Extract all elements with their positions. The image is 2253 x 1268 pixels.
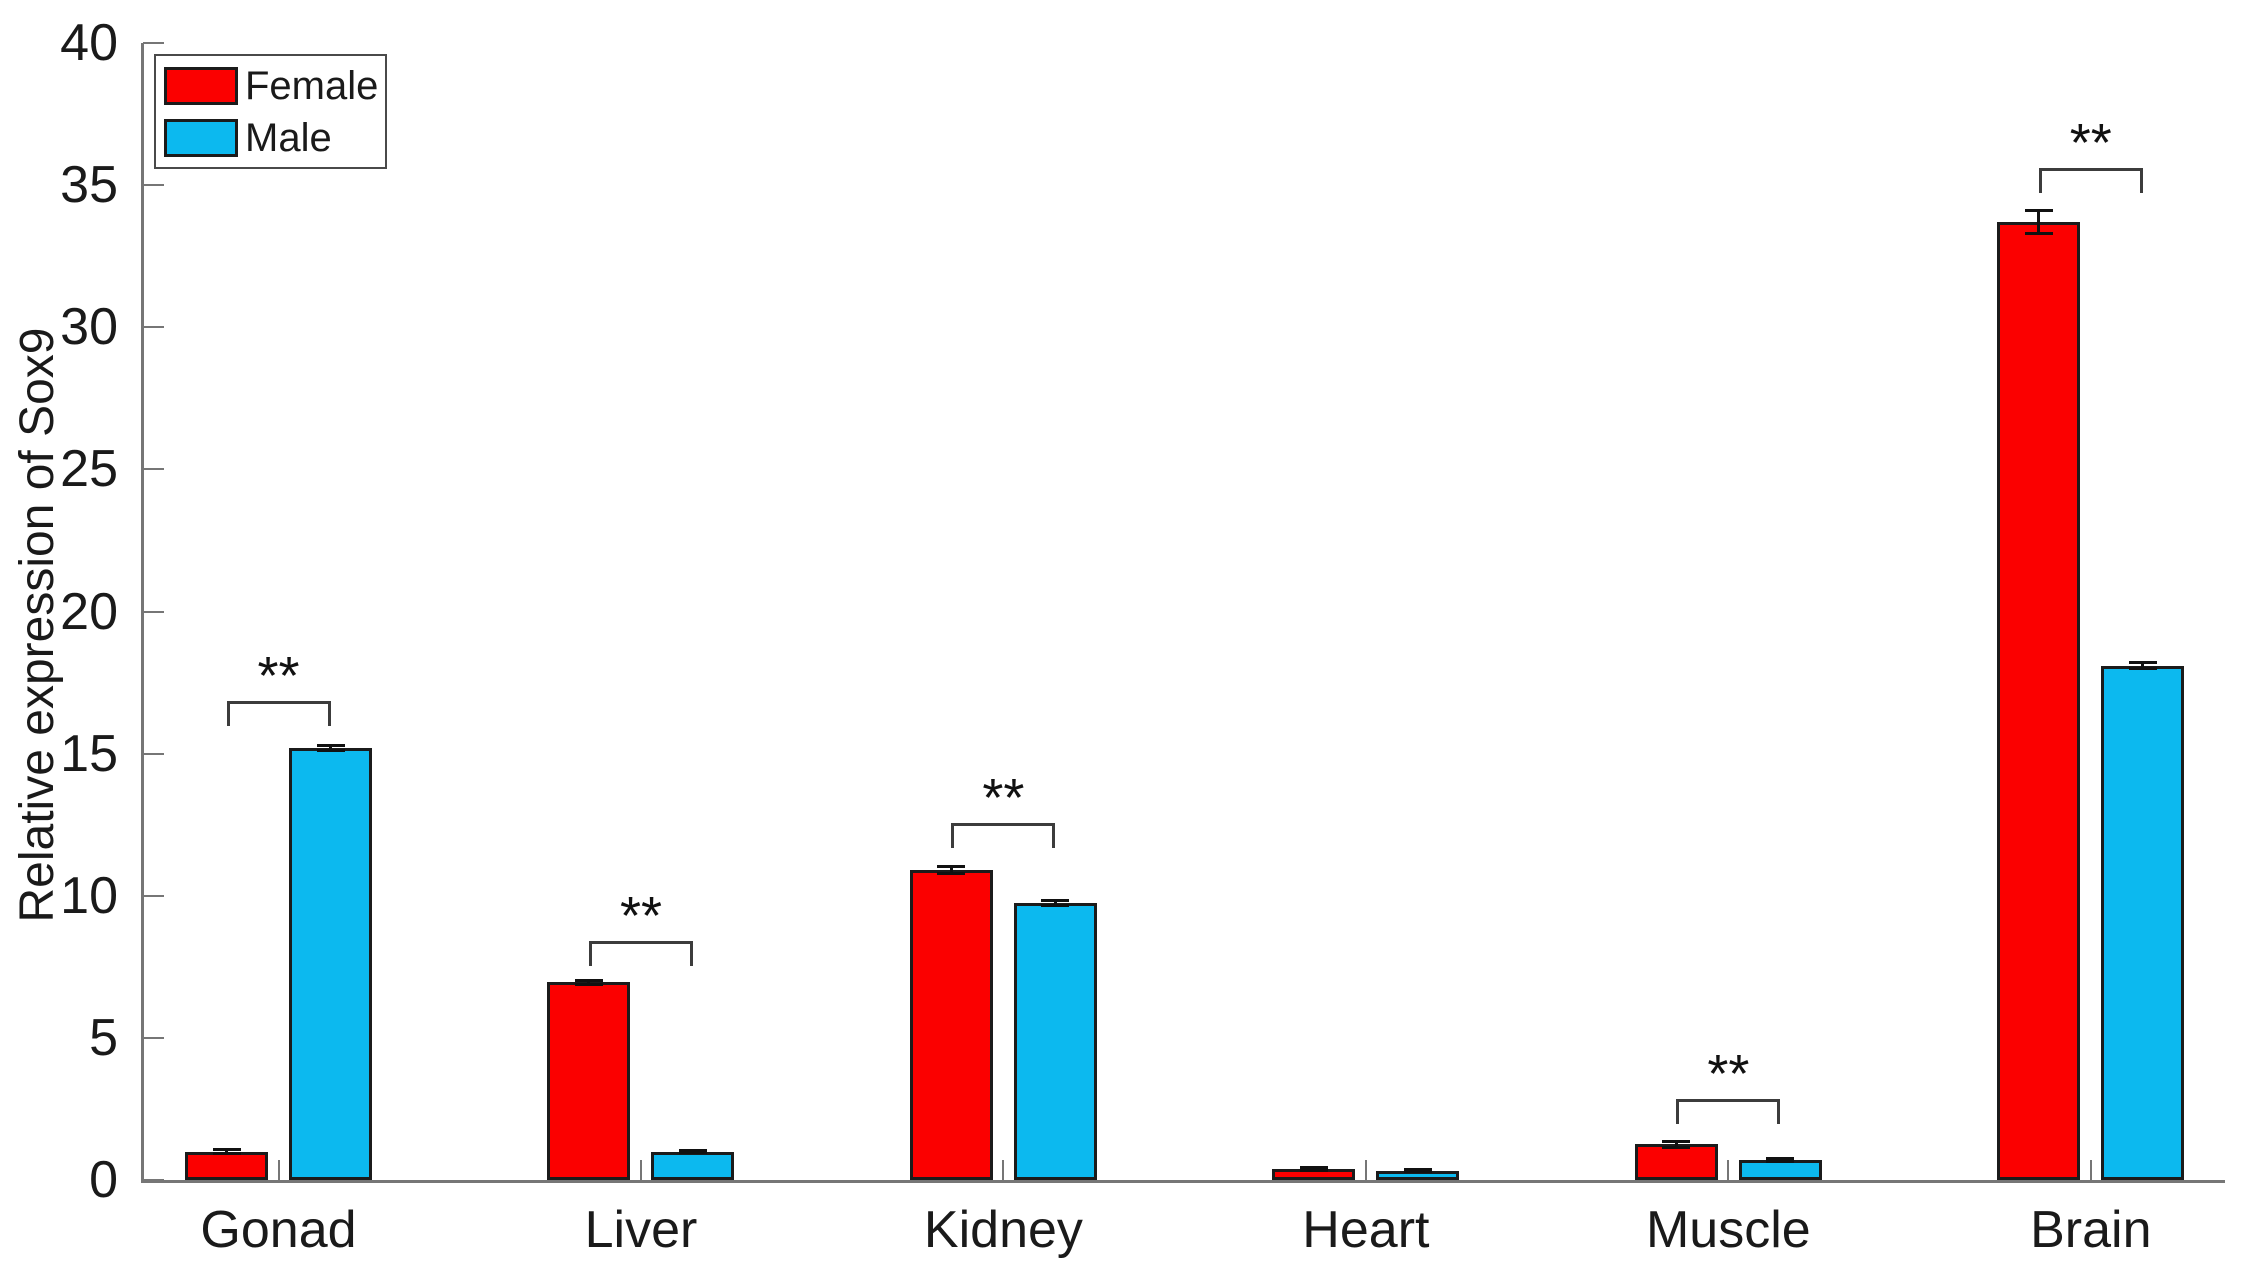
error-cap (1299, 1168, 1328, 1172)
error-cap (212, 1151, 241, 1155)
error-cap (2128, 666, 2157, 670)
y-tick (143, 752, 164, 755)
y-tick (143, 1179, 164, 1181)
legend-swatch-female (164, 67, 238, 105)
bar-female-liver (547, 982, 631, 1180)
category-label-liver: Liver (584, 1201, 698, 1259)
bar-male-gonad (289, 747, 372, 1180)
y-tick-label: 10 (60, 866, 118, 925)
sig-stars-brain: ** (2069, 113, 2112, 174)
y-tick (143, 894, 164, 897)
bar-male-kidney (1013, 902, 1097, 1180)
x-tick (1002, 1160, 1005, 1180)
error-cap (2024, 231, 2053, 235)
category-label-kidney: Kidney (923, 1201, 1083, 1259)
error-cap (678, 1148, 707, 1152)
y-tick-label: 0 (89, 1151, 118, 1209)
error-bar (1053, 900, 1057, 906)
category-label-brain: Brain (2030, 1201, 2152, 1259)
error-cap (1662, 1145, 1691, 1149)
error-cap (2024, 209, 2053, 213)
error-bar (329, 745, 332, 751)
y-tick (143, 610, 164, 613)
sig-bracket-kidney (951, 823, 1056, 849)
bar-male-brain (2101, 665, 2185, 1180)
error-cap (1403, 1170, 1432, 1174)
error-cap (316, 743, 345, 747)
error-bar (1778, 1158, 1782, 1162)
y-tick (143, 184, 164, 187)
x-tick (277, 1160, 280, 1180)
bar-male-liver (651, 1151, 735, 1180)
error-cap (212, 1148, 241, 1152)
y-tick-label: 40 (60, 14, 118, 72)
error-cap (1041, 904, 1070, 908)
error-cap (2128, 661, 2157, 665)
y-tick-label: 20 (60, 582, 118, 641)
error-bar (1674, 1141, 1678, 1148)
error-bar (587, 980, 591, 985)
x-tick (2089, 1160, 2092, 1180)
legend-label-male: Male (245, 116, 332, 160)
error-cap (937, 865, 966, 869)
y-tick (143, 42, 164, 44)
error-cap (316, 749, 345, 753)
sig-bracket-liver (588, 941, 693, 967)
sig-stars-muscle: ** (1707, 1043, 1750, 1104)
bar-female-brain (1997, 222, 2081, 1180)
legend-swatch-male (164, 119, 238, 157)
category-label-heart: Heart (1302, 1201, 1430, 1259)
error-bar (949, 866, 953, 874)
bar-female-kidney (909, 870, 993, 1180)
error-bar (2141, 662, 2145, 669)
y-tick (143, 1036, 164, 1039)
y-tick (143, 468, 164, 471)
legend-item-female: Female (156, 59, 385, 111)
x-tick (1364, 1160, 1367, 1180)
error-cap (937, 872, 966, 876)
error-cap (1041, 898, 1070, 902)
y-tick-label: 25 (60, 440, 118, 499)
bar-female-gonad (185, 1151, 268, 1180)
sig-stars-gonad: ** (257, 646, 300, 707)
sig-stars-kidney: ** (982, 768, 1025, 829)
error-bar (225, 1149, 228, 1154)
error-cap (1299, 1165, 1328, 1169)
error-cap (678, 1151, 707, 1155)
x-tick (1727, 1160, 1730, 1180)
category-label-muscle: Muscle (1645, 1201, 1811, 1259)
y-axis-spine (141, 43, 144, 1183)
sig-stars-liver: ** (619, 886, 662, 947)
legend-item-male: Male (156, 111, 385, 163)
sig-bracket-gonad (226, 701, 331, 727)
sig-bracket-muscle (1676, 1098, 1781, 1124)
y-tick (143, 326, 164, 329)
error-bar (2037, 210, 2041, 234)
x-axis-spine (141, 1180, 2225, 1183)
x-tick (639, 1160, 642, 1180)
error-cap (1662, 1140, 1691, 1144)
error-cap (1766, 1156, 1795, 1160)
y-tick-label: 5 (89, 1008, 118, 1067)
legend: Female Male (154, 54, 387, 169)
legend-label-female: Female (245, 64, 379, 108)
category-label-gonad: Gonad (200, 1201, 357, 1259)
y-tick-label: 15 (60, 724, 118, 783)
y-tick-label: 30 (60, 298, 118, 357)
error-cap (574, 983, 603, 987)
error-cap (1766, 1160, 1795, 1164)
error-cap (574, 978, 603, 982)
sig-bracket-brain (2038, 168, 2143, 194)
error-cap (1403, 1167, 1432, 1171)
y-tick-label: 35 (60, 156, 118, 215)
bar-female-muscle (1634, 1144, 1718, 1180)
